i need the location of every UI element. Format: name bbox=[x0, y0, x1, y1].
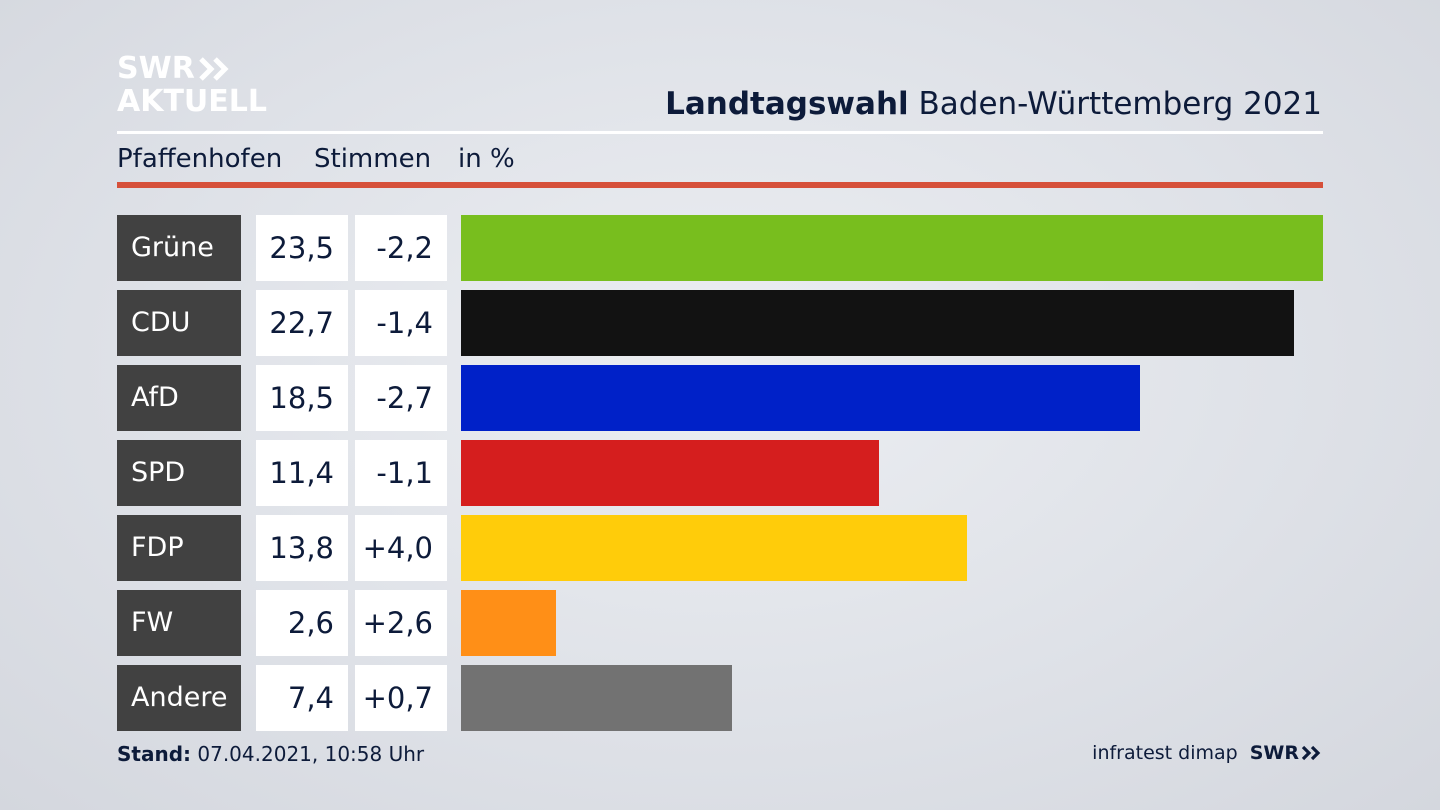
diff-label: -2,2 bbox=[355, 215, 447, 281]
value-label: 18,5 bbox=[256, 365, 348, 431]
footer-swr-logo: SWR bbox=[1250, 742, 1323, 764]
party-label: Andere bbox=[117, 665, 241, 731]
bar-andere bbox=[461, 665, 732, 731]
value-label: 7,4 bbox=[256, 665, 348, 731]
value-label: 2,6 bbox=[256, 590, 348, 656]
title-rest: Baden-Württemberg 2021 bbox=[918, 86, 1322, 122]
bar-fdp bbox=[461, 515, 967, 581]
stand-value: 07.04.2021, 10:58 Uhr bbox=[197, 742, 425, 766]
metric-label: Stimmen bbox=[314, 144, 432, 174]
region-label: Pfaffenhofen bbox=[117, 144, 283, 174]
page-title: Landtagswahl Baden-Württemberg 2021 bbox=[665, 86, 1322, 122]
footer-swr-text: SWR bbox=[1249, 742, 1299, 764]
stand-label: Stand: bbox=[117, 742, 192, 766]
bar-spd bbox=[461, 440, 879, 506]
diff-label: -1,1 bbox=[355, 440, 447, 506]
logo-aktuell-text: AKTUELL bbox=[117, 84, 268, 119]
bar-afd bbox=[461, 365, 1140, 431]
party-label: Grüne bbox=[117, 215, 241, 281]
party-label: CDU bbox=[117, 290, 241, 356]
value-label: 11,4 bbox=[256, 440, 348, 506]
value-label: 23,5 bbox=[256, 215, 348, 281]
title-bold: Landtagswahl bbox=[665, 86, 909, 122]
source-credit: infratest dimap SWR bbox=[1092, 742, 1323, 764]
swr-aktuell-logo: SWR AKTUELL bbox=[117, 54, 267, 117]
bar-cdu bbox=[461, 290, 1294, 356]
bar-fw bbox=[461, 590, 556, 656]
value-label: 13,8 bbox=[256, 515, 348, 581]
source-label: infratest dimap bbox=[1092, 742, 1238, 764]
diff-label: +2,6 bbox=[355, 590, 447, 656]
diff-label: -2,7 bbox=[355, 365, 447, 431]
diff-label: +4,0 bbox=[355, 515, 447, 581]
double-chevron-icon bbox=[199, 57, 229, 81]
double-chevron-icon bbox=[1301, 745, 1321, 761]
party-label: SPD bbox=[117, 440, 241, 506]
subheader-divider bbox=[117, 182, 1323, 188]
value-label: 22,7 bbox=[256, 290, 348, 356]
diff-label: +0,7 bbox=[355, 665, 447, 731]
timestamp: Stand: 07.04.2021, 10:58 Uhr bbox=[117, 742, 424, 766]
bar-gruene bbox=[461, 215, 1323, 281]
unit-label: in % bbox=[458, 144, 515, 174]
party-label: FW bbox=[117, 590, 241, 656]
party-label: FDP bbox=[117, 515, 241, 581]
logo-swr-text: SWR bbox=[117, 51, 195, 86]
header-divider bbox=[117, 131, 1323, 134]
diff-label: -1,4 bbox=[355, 290, 447, 356]
party-label: AfD bbox=[117, 365, 241, 431]
